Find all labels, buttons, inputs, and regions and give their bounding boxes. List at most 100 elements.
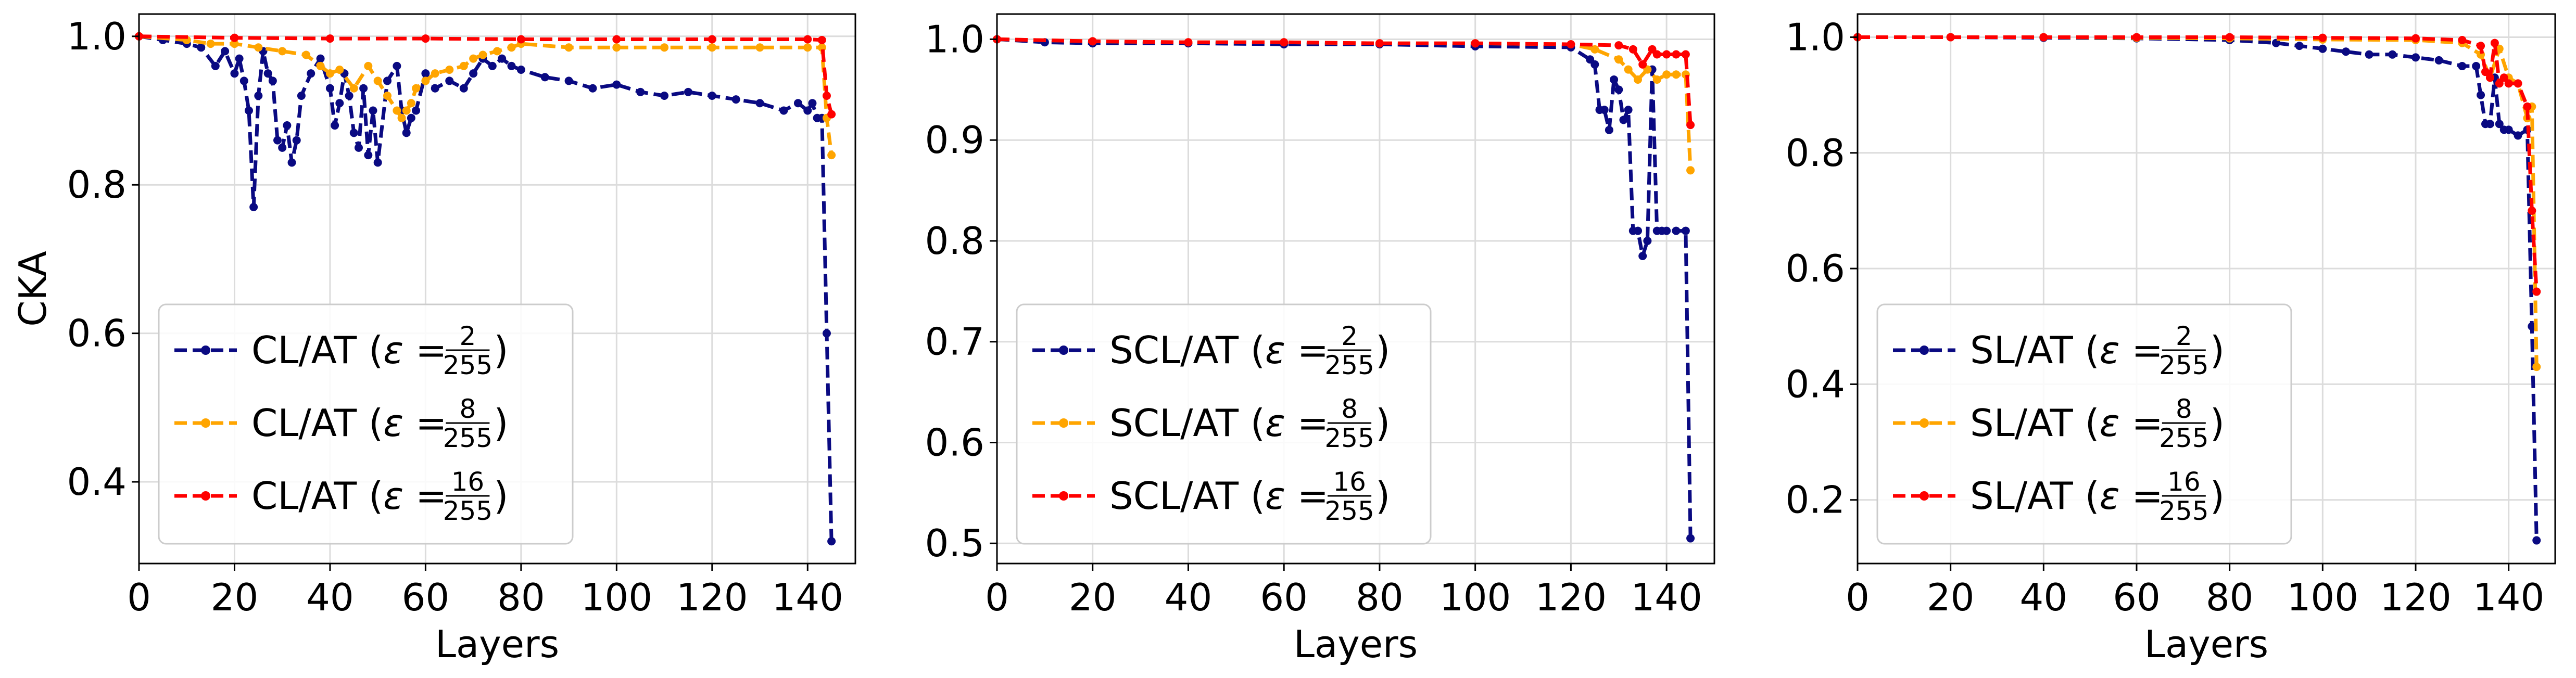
data-point <box>808 99 817 108</box>
data-point <box>345 91 353 100</box>
legend-box <box>1016 303 1432 545</box>
series-path <box>1858 35 2539 292</box>
data-point <box>779 106 788 115</box>
legend-close-paren: ) <box>2210 474 2225 518</box>
data-point <box>239 76 248 85</box>
legend-swatch-marker <box>201 418 210 428</box>
data-point <box>660 91 669 100</box>
data-point <box>278 47 287 56</box>
data-point <box>2458 36 2467 45</box>
data-point <box>1681 226 1690 235</box>
x-axis-label: Layers <box>435 622 559 666</box>
series-line <box>1853 33 2541 296</box>
legend-eps-denominator: 255 <box>1324 423 1374 453</box>
data-point <box>1686 534 1695 543</box>
plot-frame <box>996 13 1715 565</box>
data-point <box>612 80 621 89</box>
data-point <box>206 40 215 48</box>
data-point <box>431 84 439 93</box>
data-point <box>2342 47 2350 56</box>
data-point <box>2388 50 2397 59</box>
x-tick-label: 80 <box>2206 575 2254 619</box>
data-point <box>1619 116 1628 124</box>
legend-label: CL/AT (ε = <box>251 328 447 372</box>
y-tick-label: 0.2 <box>1785 478 1845 522</box>
x-tick-label: 40 <box>306 575 354 619</box>
y-tick-label: 0.6 <box>925 420 984 464</box>
x-tick-label: 140 <box>772 575 843 619</box>
data-point <box>211 61 220 70</box>
data-point <box>1375 39 1384 48</box>
data-point <box>516 35 525 44</box>
data-point <box>1628 45 1637 54</box>
data-point <box>2481 68 2490 76</box>
panel-2: 0 20 40 60 80 100 120 140 0.5 0.6 0.7 0.8 0.9 1.0 Laye… <box>925 13 1715 666</box>
data-point <box>1643 236 1652 245</box>
series-path <box>138 34 834 542</box>
data-point <box>1614 85 1623 94</box>
y-tick-label: 1.0 <box>67 15 127 58</box>
y-tick-label: 0.6 <box>67 312 127 355</box>
data-point <box>349 129 358 137</box>
data-point <box>2411 53 2420 62</box>
data-point <box>1600 106 1609 114</box>
x-axis-label: Layers <box>2144 622 2268 666</box>
plot-frame <box>1857 13 2556 565</box>
data-point <box>1088 37 1097 46</box>
data-point <box>2318 33 2327 42</box>
data-point <box>1946 33 1955 42</box>
legend-swatch-marker <box>1920 491 1929 501</box>
data-point <box>2504 125 2513 134</box>
legend-close-paren: ) <box>2210 328 2225 372</box>
data-point <box>373 158 382 167</box>
data-point <box>2532 287 2541 296</box>
data-point <box>731 95 740 104</box>
data-point <box>1567 40 1575 49</box>
data-point <box>283 121 292 130</box>
data-point <box>1652 75 1661 84</box>
legend-swatch-marker <box>1059 418 1068 428</box>
data-point <box>684 87 692 96</box>
y-tick-label: 0.4 <box>67 460 127 504</box>
legend-eps-numerator: 8 <box>1341 394 1358 424</box>
legend-eps-numerator: 2 <box>460 321 476 351</box>
data-point <box>469 54 478 63</box>
data-point <box>564 76 573 85</box>
data-point <box>755 43 764 52</box>
data-point <box>297 91 306 100</box>
x-tick-label: 60 <box>402 575 450 619</box>
data-point <box>197 43 206 52</box>
data-point <box>230 40 239 48</box>
legend-swatch-marker <box>1059 491 1068 501</box>
x-axis-label: Layers <box>1294 622 1418 666</box>
data-point <box>1624 106 1633 114</box>
data-point <box>292 136 301 145</box>
data-point <box>349 84 358 93</box>
x-tick-label: 40 <box>2020 575 2068 619</box>
data-point <box>263 69 272 78</box>
data-point <box>2272 39 2280 47</box>
data-point <box>2514 131 2522 140</box>
data-point <box>383 91 392 100</box>
data-point <box>325 34 334 43</box>
data-point <box>1662 70 1671 79</box>
data-point <box>383 76 392 85</box>
legend-label: SL/AT (ε = <box>1970 401 2163 445</box>
data-point <box>412 84 421 93</box>
data-point <box>335 99 344 108</box>
x-tick-label: 0 <box>1846 575 1870 619</box>
x-tick-label: 0 <box>127 575 151 619</box>
legend-label: SCL/AT (ε = <box>1109 401 1329 445</box>
data-point <box>364 61 373 70</box>
data-point <box>1634 226 1643 235</box>
data-point <box>803 35 812 44</box>
data-point <box>2499 73 2508 82</box>
legend-label: CL/AT (ε = <box>251 401 447 445</box>
legend-eps-numerator: 8 <box>2176 394 2192 424</box>
data-point <box>588 84 597 93</box>
data-point <box>1686 166 1695 175</box>
data-point <box>421 76 430 85</box>
